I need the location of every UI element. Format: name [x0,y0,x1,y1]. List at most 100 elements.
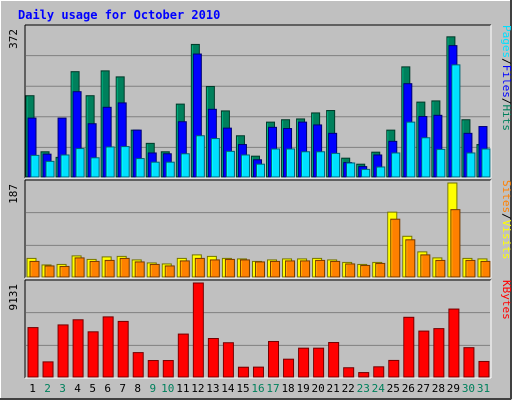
bar-kbytes-day-18 [283,358,295,378]
bar-pages-day-2 [45,160,55,178]
bar-kbytes-day-12 [192,282,204,378]
x-tick-label-day-13: 13 [206,382,219,395]
bar-sites-day-5 [89,260,100,278]
legend-entry-visits: Visits [500,220,512,260]
bar-sites-day-23 [360,264,371,278]
x-tick-label-day-6: 6 [104,382,111,395]
legend-separator: / [500,98,512,105]
x-tick-label-day-4: 4 [74,382,81,395]
bar-pages-day-26 [406,121,416,178]
bar-sites-day-13 [209,259,220,278]
bar-kbytes-day-6 [102,316,114,378]
bar-sites-day-1 [29,260,40,278]
x-tick-label-day-20: 20 [312,382,325,395]
legend-sites-visits: Sites/Visits [500,180,512,260]
x-tick-label-day-5: 5 [89,382,96,395]
x-tick-label-day-7: 7 [119,382,126,395]
bar-pages-day-28 [436,148,446,178]
x-axis-day-labels: 1 2 3 4 5 6 7 8 9 10 11 12 13 14 15 16 17 18 19 20 21 22 23 24 2… [29,382,490,395]
bar-pages-day-20 [316,151,326,178]
bar-sites-day-8 [134,261,145,278]
legend-entry-sites: Sites [500,180,512,213]
bar-kbytes-day-31 [478,360,490,378]
bar-kbytes-day-27 [418,330,430,378]
bar-pages-day-11 [180,153,190,178]
bar-sites-day-15 [239,259,250,278]
bar-pages-day-21 [331,152,341,178]
x-tick-label-day-17: 17 [266,382,279,395]
y-axis-max-label: 372 [7,29,20,49]
legend-entry-hits: Hits [500,105,512,132]
bar-kbytes-day-2 [42,361,54,378]
x-tick-label-day-1: 1 [29,382,36,395]
bar-sites-day-3 [59,265,70,278]
x-tick-label-day-22: 22 [342,382,355,395]
panel-kbytes: 9131 KBytes [7,279,512,379]
bar-sites-day-29 [450,209,461,278]
bar-pages-day-15 [240,154,250,178]
bar-kbytes-day-28 [433,328,445,378]
bar-pages-day-10 [165,161,175,178]
bar-pages-day-18 [286,148,296,178]
bar-sites-day-6 [104,259,115,278]
bar-sites-day-10 [164,265,175,278]
bar-sites-day-25 [390,218,401,278]
x-tick-label-day-24: 24 [372,382,386,395]
x-tick-label-day-12: 12 [191,382,204,395]
y-axis-max-label: 187 [7,184,20,204]
legend-kbytes: KBytes [500,280,512,320]
x-tick-label-day-21: 21 [327,382,340,395]
bar-pages-day-30 [466,152,476,178]
x-tick-label-day-3: 3 [59,382,66,395]
bar-kbytes-day-25 [388,359,400,378]
bar-kbytes-day-15 [237,366,249,378]
bar-kbytes-day-24 [373,366,385,378]
bar-pages-day-1 [30,154,40,178]
bar-sites-day-28 [435,259,446,278]
bar-pages-day-23 [361,168,371,178]
bar-kbytes-day-9 [147,360,159,378]
x-tick-label-day-25: 25 [387,382,400,395]
bar-kbytes-day-16 [252,366,264,378]
bar-pages-day-19 [301,151,311,178]
bar-kbytes-day-7 [117,320,129,378]
panel-hits-files-pages: 372 Pages/Files/Hits [7,24,512,179]
bar-sites-day-22 [345,263,356,278]
bar-kbytes-day-26 [403,316,415,378]
bar-kbytes-day-4 [72,319,84,378]
x-tick-label-day-30: 30 [462,382,475,395]
bar-pages-day-9 [150,161,160,178]
bar-sites-day-11 [179,260,190,278]
bar-sites-day-17 [270,260,281,278]
bar-pages-day-13 [210,138,220,178]
legend-entry-files: Files [500,65,512,98]
bar-sites-day-21 [330,260,341,278]
bar-sites-day-12 [194,257,205,278]
legend-separator: / [500,58,512,65]
bar-sites-day-18 [285,260,296,278]
bar-kbytes-day-17 [268,340,280,378]
bar-kbytes-day-30 [463,347,475,378]
panel-sites-visits: 187 Sites/Visits [7,179,512,279]
bar-pages-day-8 [135,158,145,178]
y-axis-max-label: 9131 [7,284,20,311]
bar-sites-day-4 [74,257,85,278]
bar-pages-day-25 [391,152,401,178]
legend-hits-files-pages: Pages/Files/Hits [500,25,512,131]
bar-kbytes-day-10 [162,360,174,378]
bar-pages-day-14 [225,150,235,178]
bar-sites-day-19 [300,260,311,278]
bar-pages-day-29 [451,64,461,178]
bar-pages-day-22 [346,162,356,178]
bar-sites-day-2 [44,265,55,278]
x-tick-label-day-18: 18 [281,382,294,395]
x-tick-label-day-16: 16 [251,382,264,395]
legend-entry-pages: Pages [500,25,512,58]
x-tick-label-day-28: 28 [432,382,445,395]
bar-pages-day-17 [271,148,281,178]
chart-title: Daily usage for October 2010 [18,8,220,22]
bar-pages-day-4 [75,148,85,178]
bar-kbytes-day-8 [132,352,144,378]
bar-kbytes-day-13 [207,337,219,378]
x-tick-label-day-31: 31 [477,382,490,395]
